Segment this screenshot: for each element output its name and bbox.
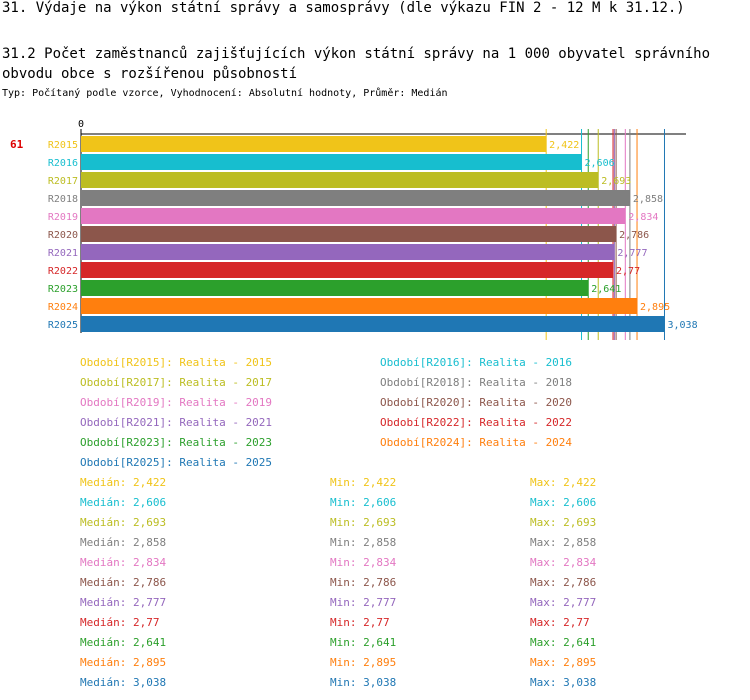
stat-max: Max: 2,641	[530, 636, 597, 649]
category-label: R2018	[48, 194, 78, 205]
stat-max: Max: 2,786	[530, 576, 597, 589]
stat-min: Min: 2,693	[330, 516, 397, 529]
bar	[81, 190, 630, 206]
category-label: R2020	[48, 230, 78, 241]
category-label: R2025	[48, 320, 78, 331]
category-label: R2017	[48, 176, 78, 187]
bar	[81, 280, 589, 296]
stat-median: Medián: 2,777	[80, 596, 167, 609]
bar	[81, 154, 582, 170]
chart-subtitle: 31.2 Počet zaměstnanců zajišťujících výk…	[2, 46, 711, 82]
stat-median: Medián: 2,641	[80, 636, 167, 649]
bar	[81, 262, 614, 278]
stat-median: Medián: 2,77	[80, 616, 160, 629]
stat-max: Max: 2,422	[530, 476, 597, 489]
stat-median: Medián: 2,834	[80, 556, 167, 569]
value-label: 2,834	[628, 212, 658, 223]
stat-median: Medián: 2,606	[80, 496, 167, 509]
stat-median: Medián: 2,422	[80, 476, 167, 489]
stat-min: Min: 2,422	[330, 476, 397, 489]
value-label: 2,422	[549, 140, 579, 151]
stat-max: Max: 2,606	[530, 496, 597, 509]
stat-min: Min: 2,77	[330, 616, 390, 629]
value-label: 2,606	[585, 158, 615, 169]
value-label: 2,858	[633, 194, 663, 205]
legend-item: Období[R2018]: Realita - 2018	[380, 376, 573, 389]
value-label: 2,77	[616, 266, 640, 277]
category-label: R2016	[48, 158, 78, 169]
stat-median: Medián: 2,786	[80, 576, 167, 589]
stat-min: Min: 3,038	[330, 676, 397, 689]
legend-item: Období[R2024]: Realita - 2024	[380, 436, 573, 449]
category-label: R2022	[48, 266, 78, 277]
bar	[81, 172, 599, 188]
bar	[81, 244, 615, 260]
value-label: 2,693	[601, 176, 631, 187]
stat-min: Min: 2,606	[330, 496, 397, 509]
stat-median: Medián: 3,038	[80, 676, 167, 689]
legend-item: Období[R2021]: Realita - 2021	[80, 416, 273, 429]
legend-item: Období[R2023]: Realita - 2023	[80, 436, 273, 449]
stat-max: Max: 2,834	[530, 556, 597, 569]
stat-median: Medián: 2,895	[80, 656, 167, 669]
category-label: R2021	[48, 248, 78, 259]
category-label: R2023	[48, 284, 78, 295]
x-tick-label: 0	[78, 119, 84, 130]
bar	[81, 226, 617, 242]
value-label: 2,895	[640, 302, 670, 313]
legend-item: Období[R2015]: Realita - 2015	[80, 356, 273, 369]
bar	[81, 316, 665, 332]
stat-median: Medián: 2,858	[80, 536, 167, 549]
bar	[81, 298, 638, 314]
legend-item: Období[R2017]: Realita - 2017	[80, 376, 273, 389]
stat-min: Min: 2,895	[330, 656, 397, 669]
legend-item: Období[R2025]: Realita - 2025	[80, 456, 273, 469]
value-label: 2,786	[619, 230, 649, 241]
stat-max: Max: 2,858	[530, 536, 597, 549]
chart-type-line: Typ: Počítaný podle vzorce, Vyhodnocení:…	[2, 88, 448, 99]
legend-item: Období[R2022]: Realita - 2022	[380, 416, 573, 429]
value-label: 2,641	[591, 284, 621, 295]
legend-item: Období[R2020]: Realita - 2020	[380, 396, 573, 409]
legend-item: Období[R2019]: Realita - 2019	[80, 396, 273, 409]
value-label: 3,038	[667, 320, 697, 331]
category-label: R2019	[48, 212, 78, 223]
bar	[81, 136, 547, 152]
row-label: 61	[10, 138, 24, 151]
stat-max: Max: 3,038	[530, 676, 597, 689]
value-label: 2,777	[617, 248, 647, 259]
stat-min: Min: 2,858	[330, 536, 397, 549]
category-label: R2024	[48, 302, 78, 313]
stat-min: Min: 2,786	[330, 576, 397, 589]
stat-max: Max: 2,77	[530, 616, 590, 629]
stat-max: Max: 2,777	[530, 596, 597, 609]
stat-min: Min: 2,834	[330, 556, 397, 569]
stat-min: Min: 2,641	[330, 636, 397, 649]
category-label: R2015	[48, 140, 78, 151]
legend-item: Období[R2016]: Realita - 2016	[380, 356, 573, 369]
stat-max: Max: 2,693	[530, 516, 597, 529]
stat-max: Max: 2,895	[530, 656, 597, 669]
stat-median: Medián: 2,693	[80, 516, 167, 529]
stat-min: Min: 2,777	[330, 596, 397, 609]
bar	[81, 208, 626, 224]
page-title: 31. Výdaje na výkon státní správy a samo…	[2, 0, 685, 16]
